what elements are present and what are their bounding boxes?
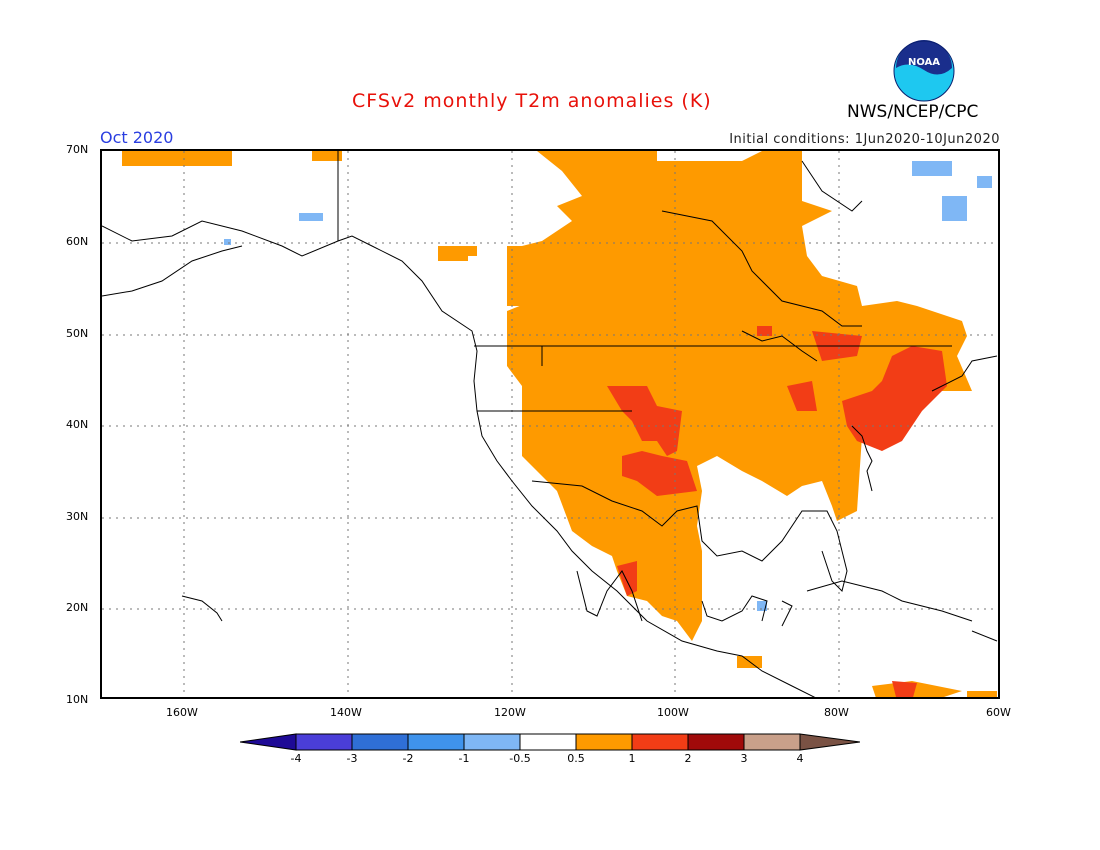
colorbar-tick: 1 [628, 752, 636, 765]
colorbar-bin [687, 733, 745, 751]
anomaly-orange-region [122, 151, 997, 697]
noaa-logo-text: NOAA [908, 57, 940, 68]
lat-label: 40N [66, 418, 89, 431]
colorbar-bin [463, 733, 521, 751]
colorbar-bin [351, 733, 409, 751]
noaa-logo-icon: NOAA [893, 40, 955, 102]
forecast-month: Oct 2020 [100, 128, 174, 147]
lon-label: 120W [494, 706, 526, 719]
coastlines [102, 151, 998, 697]
chart-title: CFSv2 monthly T2m anomalies (K) [352, 90, 712, 112]
lon-label: 140W [330, 706, 362, 719]
colorbar-bin [631, 733, 689, 751]
anomaly-blue-region [224, 161, 992, 611]
colorbar-bin [743, 733, 801, 751]
colorbar-tick: -2 [402, 752, 414, 765]
agency-label: NWS/NCEP/CPC [847, 102, 979, 122]
noaa-logo: NOAA [893, 40, 955, 102]
colorbar-tick: 3 [740, 752, 748, 765]
colorbar-svg [239, 733, 861, 751]
colorbar-tick: -3 [346, 752, 358, 765]
anomaly-red-region [607, 326, 947, 697]
colorbar-tick: -4 [290, 752, 302, 765]
colorbar-tick: -0.5 [509, 752, 531, 765]
colorbar-tick: 4 [796, 752, 804, 765]
lat-label: 70N [66, 143, 89, 156]
lon-label: 160W [166, 706, 198, 719]
anomaly-map [100, 149, 1000, 699]
colorbar-bin [295, 733, 353, 751]
lat-label: 30N [66, 510, 89, 523]
initial-conditions: Initial conditions: 1Jun2020-10Jun2020 [729, 132, 1000, 147]
colorbar-high-arrow [799, 733, 861, 751]
lat-label: 10N [66, 693, 89, 706]
colorbar-tick: 0.5 [567, 752, 585, 765]
colorbar-bin [575, 733, 633, 751]
colorbar-bin [407, 733, 465, 751]
colorbar [239, 733, 861, 751]
lon-label: 80W [824, 706, 849, 719]
colorbar-tick: -1 [458, 752, 470, 765]
lon-label: 60W [986, 706, 1011, 719]
colorbar-low-arrow [239, 733, 297, 751]
lat-label: 60N [66, 235, 89, 248]
lat-label: 20N [66, 601, 89, 614]
lon-label: 100W [657, 706, 689, 719]
colorbar-bin [519, 733, 577, 751]
map-canvas [102, 151, 998, 697]
colorbar-tick: 2 [684, 752, 692, 765]
lat-label: 50N [66, 327, 89, 340]
